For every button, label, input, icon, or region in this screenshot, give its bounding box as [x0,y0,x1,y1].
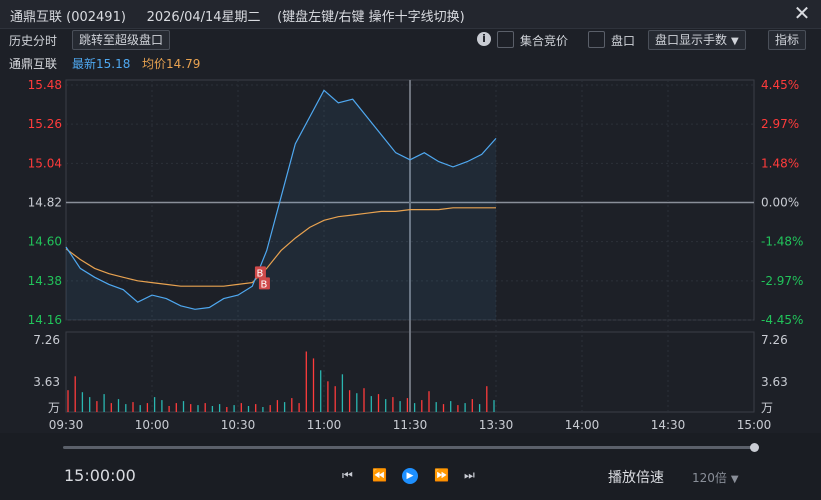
panel-display-select[interactable]: 盘口显示手数 ▼ [648,30,746,50]
quote-info-bar: 通鼎互联 最新15.18 均价14.79 [0,53,821,73]
chevron-down-icon: ▼ [731,36,739,47]
panel-checkbox[interactable] [588,31,605,48]
time-tick-label: 14:30 [651,418,686,432]
speed-select[interactable]: 120倍 ▼ [692,471,739,485]
price-area [66,90,496,320]
playback-bar [0,433,821,500]
time-tick-label: 11:30 [393,418,428,432]
percent-tick-label: 1.48% [761,156,799,170]
volume-tick-label: 7.26 [33,333,60,347]
price-line [65,89,497,310]
price-tick-label: 15.26 [28,117,62,131]
toolbar: 历史分时 跳转至超级盘口 i 集合竞价 盘口 盘口显示手数 ▼ 指标 [0,29,821,51]
close-icon[interactable]: ✕ [793,1,811,25]
auction-label: 集合竞价 [520,34,569,48]
buy-marker [258,277,270,290]
step-back-icon[interactable]: ⏪ [372,468,387,482]
trade-markers: BB [254,266,270,290]
percent-tick-label: -1.48% [761,235,803,249]
history-minutes-label: 历史分时 [9,34,58,48]
chevron-down-icon: ▼ [730,474,739,485]
price-tick-label: 14.16 [28,313,62,327]
skip-end-icon[interactable]: ⏭ [464,468,475,482]
play-icon[interactable]: ▶ [402,468,418,484]
volume-tick-label: 3.63 [33,375,60,389]
time-tick-label: 14:00 [565,418,600,432]
indicator-button[interactable]: 指标 [768,30,807,50]
average-price: 均价14.79 [142,57,201,71]
time-tick-label: 09:30 [49,418,84,432]
chart-axes: 15.48 4.45% 15.26 2.97% 15.04 1.48% 14.82 0.00%… [28,78,804,432]
time-tick-label: 13:30 [479,418,514,432]
percent-tick-label: -4.45% [761,313,803,327]
buy-marker-label: B [260,279,267,290]
average-price-line [65,207,496,287]
time-tick-label: 10:00 [135,418,170,432]
percent-tick-label: -2.97% [761,274,803,288]
percent-tick-label: 2.97% [761,117,799,131]
panel-label: 盘口 [611,34,636,48]
auction-checkbox[interactable] [497,31,514,48]
step-forward-icon[interactable]: ⏩ [434,468,449,482]
volume-tick-label: 万 [48,401,60,415]
skip-start-icon[interactable]: ⏮ [342,468,353,482]
time-tick-label: 11:00 [307,418,342,432]
price-tick-label: 14.82 [28,196,62,210]
jump-super-panel-button[interactable]: 跳转至超级盘口 [72,30,171,50]
buy-marker-label: B [256,268,263,279]
time-tick-label: 15:00 [737,418,772,432]
stock-name: 通鼎互联 [9,57,58,71]
playback-slider-track[interactable] [63,446,755,449]
volume-tick-label: 7.26 [761,333,788,347]
price-tick-label: 15.04 [28,156,62,170]
price-tick-label: 15.48 [28,78,62,92]
price-tick-label: 14.60 [28,235,62,249]
percent-tick-label: 4.45% [761,78,799,92]
playback-clock: 15:00:00 [64,466,136,485]
price-tick-label: 14.38 [28,274,62,288]
time-tick-label: 10:30 [221,418,256,432]
percent-tick-label: 0.00% [761,196,799,210]
last-price: 最新15.18 [72,57,131,71]
window-title: 通鼎互联 (002491) 2026/04/14星期二 (键盘左键/右键 操作十… [10,10,465,25]
playback-slider-handle[interactable] [750,443,759,452]
info-icon[interactable]: i [477,32,491,46]
volume-tick-label: 万 [761,401,773,415]
volume-bars [67,351,495,412]
volume-tick-label: 3.63 [761,375,788,389]
buy-marker [254,266,266,279]
title-bar: 通鼎互联 (002491) 2026/04/14星期二 (键盘左键/右键 操作十… [0,0,821,29]
speed-label: 播放倍速 [608,470,664,486]
chart-grid [65,79,755,413]
